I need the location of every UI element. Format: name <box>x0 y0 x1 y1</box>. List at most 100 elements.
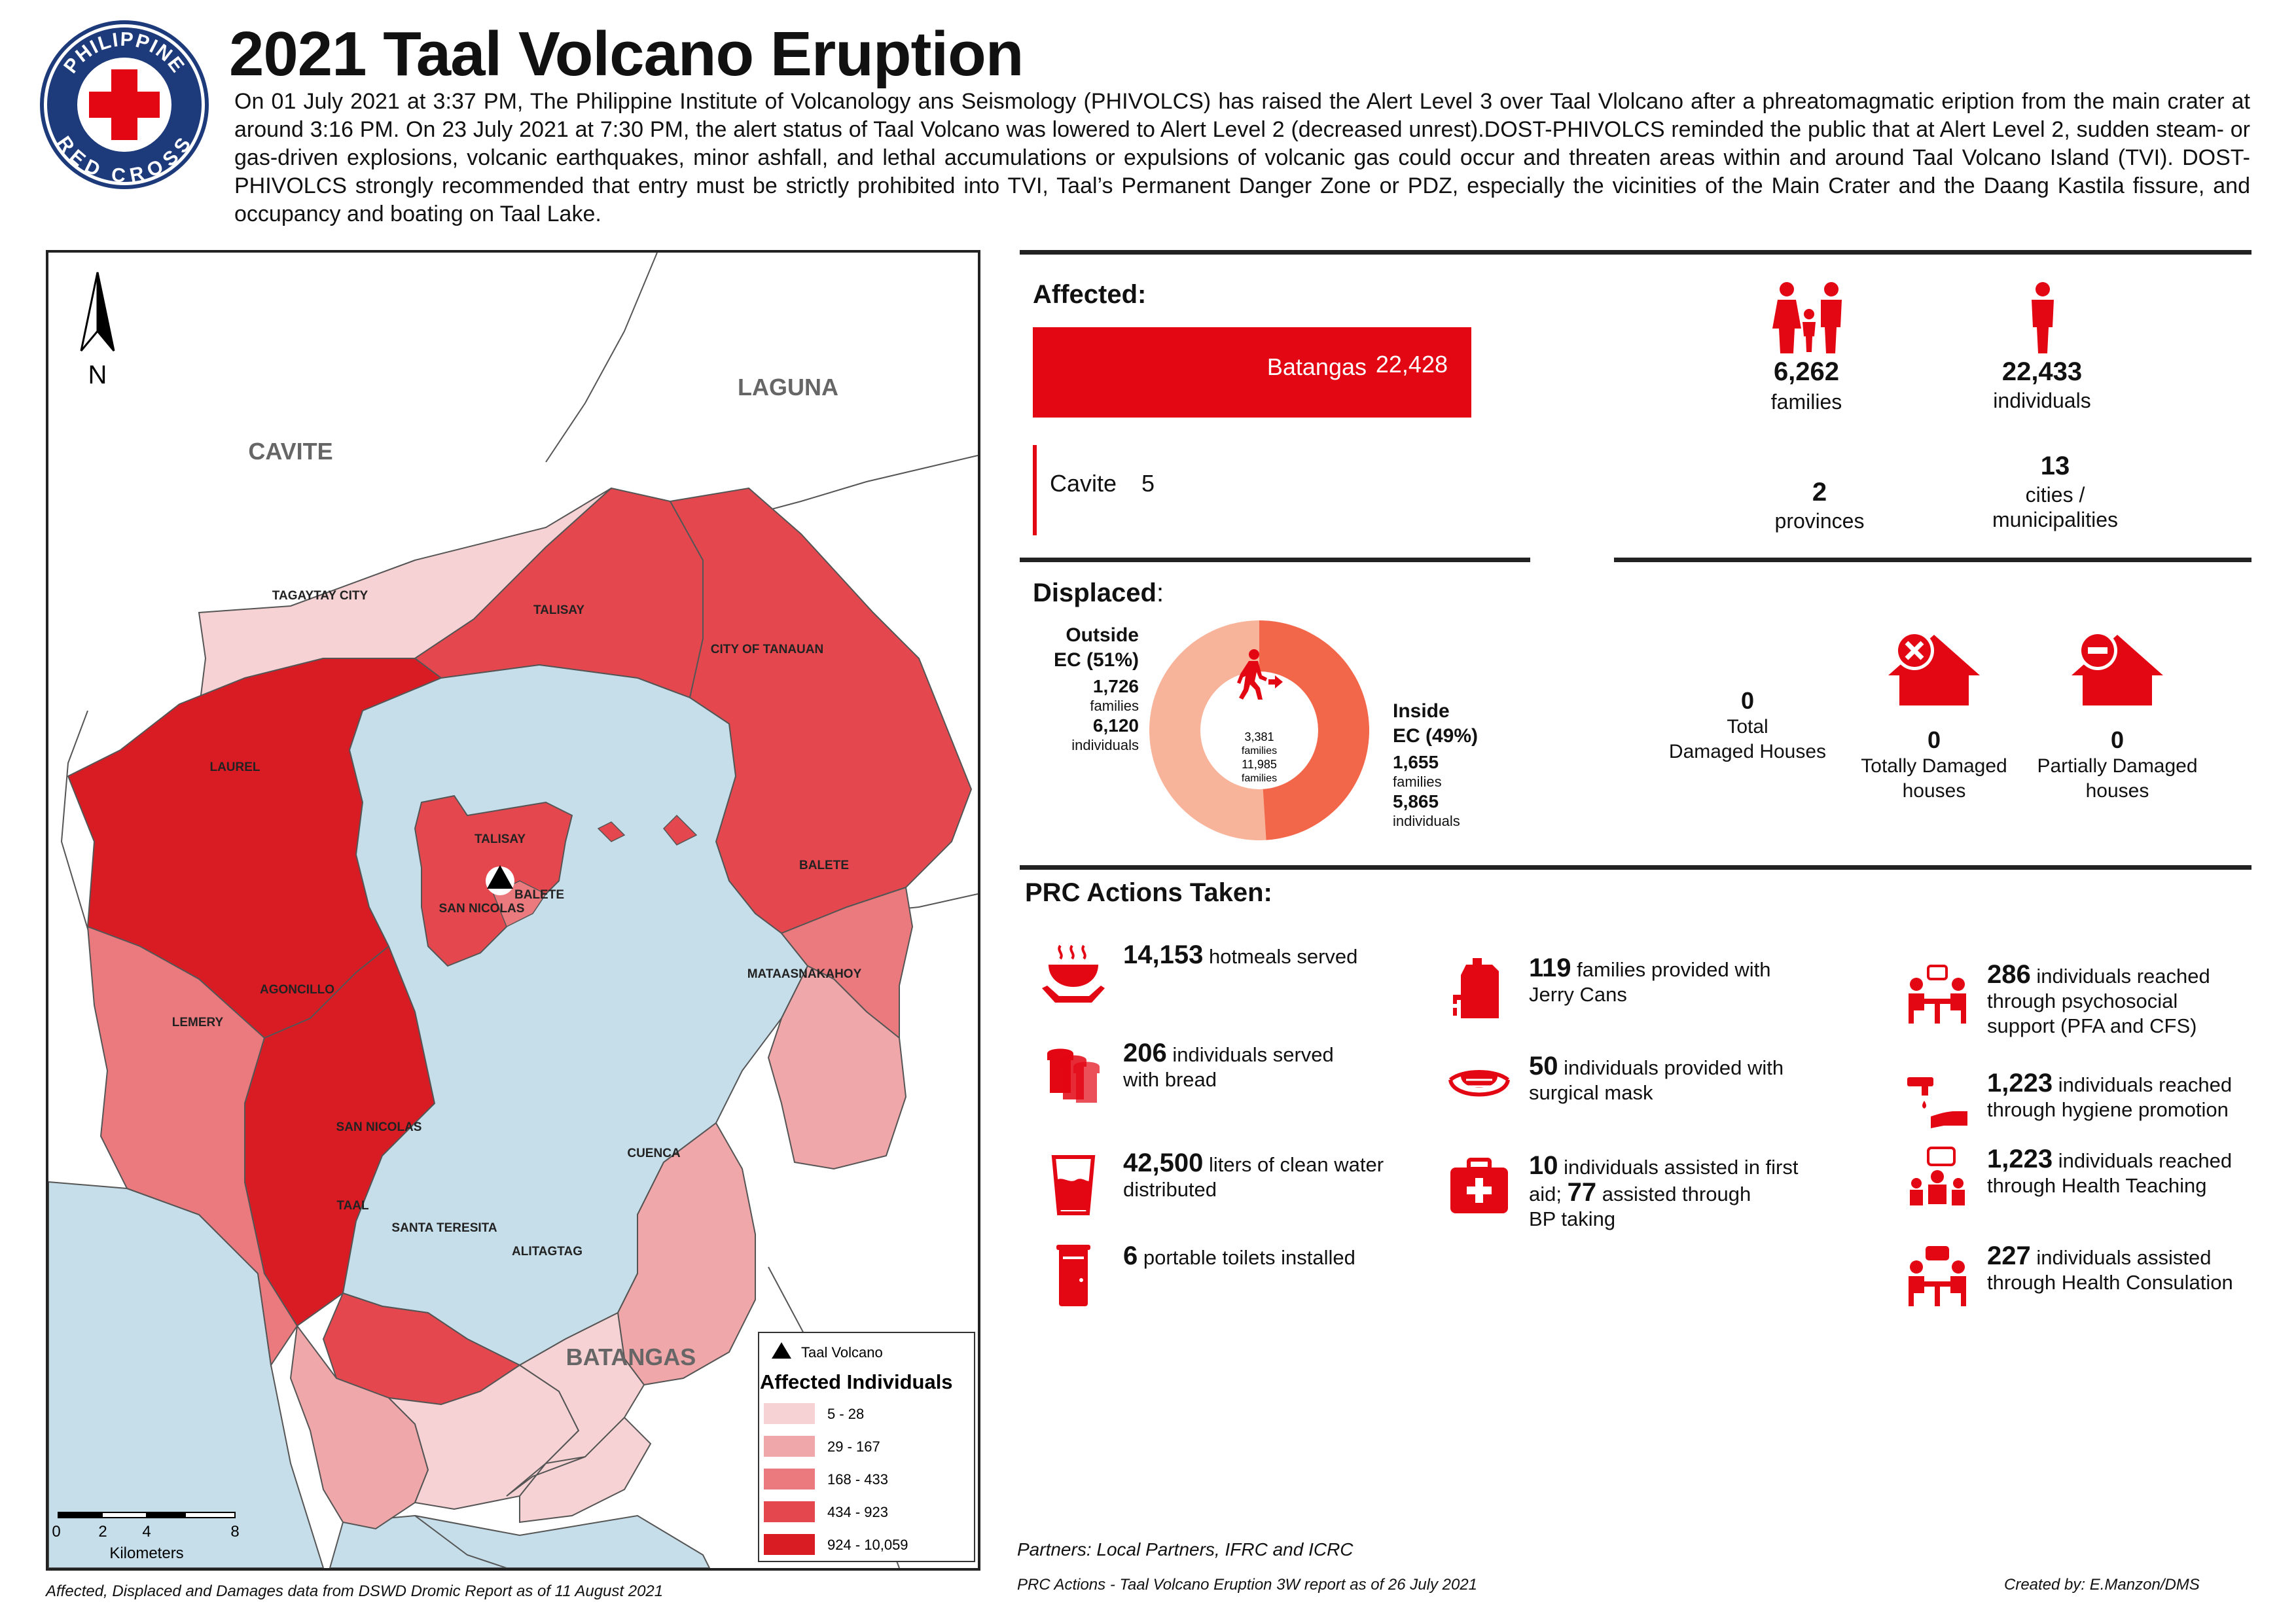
page-title: 2021 Taal Volcano Eruption <box>229 19 1024 89</box>
individuals-value: 22,433 <box>2001 357 2083 386</box>
area-label: AGONCILLO <box>260 983 334 997</box>
person-icon <box>2026 281 2059 357</box>
province-label-laguna: LAGUNA <box>738 374 838 401</box>
area-label: BALETE <box>799 859 849 872</box>
scale-bar: 0 2 4 8 Kilometers <box>52 1512 240 1562</box>
bread-icon <box>1041 1041 1106 1106</box>
area-label: BALETE <box>514 888 564 902</box>
displaced-person-icon <box>1237 649 1283 700</box>
total-damaged: 0 Total Damaged Houses <box>1668 687 1827 762</box>
province-label-cavite: CAVITE <box>248 438 332 465</box>
area-alitagtag <box>506 1311 652 1524</box>
area-lemery <box>86 925 298 1367</box>
svg-text:8: 8 <box>230 1523 239 1541</box>
outside-ec-label: Outside EC (51%) <box>1053 624 1139 671</box>
svg-text:families: families <box>1242 745 1277 757</box>
source-note-left: Affected, Displaced and Damages data fro… <box>46 1582 664 1600</box>
legend-swatch <box>764 1469 815 1489</box>
area-label: CUENCA <box>627 1147 681 1160</box>
affected-bar-batangas: Batangas 22,428 <box>1033 327 1471 418</box>
hygiene-icon <box>1905 1071 1970 1136</box>
action-consultation: 227 individuals assisted through Health C… <box>1905 1243 2233 1309</box>
partially-damaged: 0 Partially Damaged houses <box>2037 726 2198 802</box>
totally-damaged-house-icon <box>1885 628 1983 710</box>
bar-value: 22,428 <box>1375 351 1448 378</box>
provinces-value: 2 <box>1812 478 1827 507</box>
svg-text:3,381: 3,381 <box>1244 730 1274 743</box>
prc-logo: PHILIPPINE RED CROSS <box>39 20 209 190</box>
toilet-icon <box>1041 1243 1106 1309</box>
legend-swatch <box>764 1403 815 1424</box>
bar-value: 5 <box>1141 470 1155 497</box>
action-masks: 50 individuals provided with surgical mas… <box>1446 1053 1784 1119</box>
inside-ec-label: Inside EC (49%) <box>1393 700 1479 747</box>
divider <box>1614 558 2251 562</box>
partially-damaged-house-icon <box>2068 628 2166 710</box>
families-label: families <box>1770 390 1842 414</box>
provinces-label: provinces <box>1774 509 1865 533</box>
area-label: LEMERY <box>172 1016 224 1029</box>
svg-text:N: N <box>88 361 107 389</box>
outside-ec-values: 1,726 families 6,120 individuals <box>1071 676 1139 754</box>
svg-text:11,985: 11,985 <box>1242 758 1277 771</box>
affected-bar-cavite <box>1033 445 1037 535</box>
credit-note: Created by: E.Manzon/DMS <box>2004 1576 2200 1594</box>
legend-label: 29 - 167 <box>827 1438 880 1455</box>
action-psychosocial: 286 individuals reached through psychosoc… <box>1905 961 2210 1039</box>
area-label: SAN NICOLAS <box>439 902 525 916</box>
source-note-right: PRC Actions - Taal Volcano Eruption 3W r… <box>1017 1576 1478 1594</box>
svg-text:4: 4 <box>142 1523 151 1541</box>
svg-text:Affected Individuals: Affected Individuals <box>760 1370 953 1393</box>
first-aid-icon <box>1446 1153 1512 1219</box>
svg-text:families: families <box>1242 773 1277 784</box>
bar-label: Batangas <box>1266 353 1367 380</box>
legend-label: 924 - 10,059 <box>827 1537 908 1553</box>
area-mataasnakahoy <box>767 965 907 1170</box>
inside-ec-values: 1,655 families 5,865 individuals <box>1393 752 1460 830</box>
action-first-aid: 10 individuals assisted in first aid; 77 … <box>1446 1152 1799 1232</box>
choropleth-map: N CAVITE LAGUNA BATANGAS TAGAYTAY CITY T… <box>46 250 980 1571</box>
action-water: 42,500 liters of clean water distributed <box>1041 1150 1384 1216</box>
area-label: SANTA TERESITA <box>391 1221 497 1235</box>
action-hotmeals: 14,153 hotmeals served <box>1041 942 1357 1008</box>
area-label: MATAASNAKAHOY <box>747 967 862 981</box>
area-taal <box>289 1324 429 1530</box>
legend-swatch <box>764 1501 815 1522</box>
affected-heading: Affected: <box>1033 280 1147 309</box>
actions-heading: PRC Actions Taken: <box>1025 878 1272 907</box>
cities-label: municipalities <box>1992 508 2119 531</box>
svg-text:0: 0 <box>52 1523 60 1541</box>
intro-paragraph: On 01 July 2021 at 3:37 PM, The Philippi… <box>234 89 2250 226</box>
family-icon <box>1767 281 1852 357</box>
north-arrow: N <box>80 272 115 389</box>
totally-damaged: 0 Totally Damaged houses <box>1861 726 2007 802</box>
action-health-teaching: 1,223 individuals reached through Health … <box>1905 1146 2232 1212</box>
action-toilets: 6 portable toilets installed <box>1041 1243 1355 1309</box>
legend-label: 168 - 433 <box>827 1471 888 1488</box>
cities-label: cities / <box>2025 483 2085 507</box>
psychosocial-icon <box>1905 962 1970 1027</box>
individuals-label: individuals <box>1993 389 2091 412</box>
legend-label: 434 - 923 <box>827 1504 888 1520</box>
bar-label: Cavite <box>1050 470 1117 497</box>
divider <box>1020 865 2251 870</box>
legend-swatch <box>764 1534 815 1555</box>
area-label: SAN NICOLAS <box>336 1120 422 1134</box>
divider <box>1020 558 1530 562</box>
action-hygiene: 1,223 individuals reached through hygiene… <box>1905 1070 2232 1136</box>
area-label: TALISAY <box>475 832 526 846</box>
area-label: TAGAYTAY CITY <box>272 589 368 603</box>
mask-icon <box>1446 1054 1512 1119</box>
area-label: TALISAY <box>533 603 584 617</box>
water-glass-icon <box>1041 1150 1106 1216</box>
area-label: CITY OF TANAUAN <box>711 643 823 656</box>
divider <box>1020 250 2251 255</box>
area-label: TAAL <box>336 1199 369 1213</box>
health-teaching-icon <box>1905 1147 1970 1212</box>
cities-value: 13 <box>2040 452 2070 480</box>
legend-label: 5 - 28 <box>827 1406 864 1422</box>
area-label: LAUREL <box>209 760 260 774</box>
partners-note: Partners: Local Partners, IFRC and ICRC <box>1017 1539 1354 1560</box>
svg-text:2: 2 <box>98 1523 107 1541</box>
jerry-can-icon <box>1446 955 1512 1021</box>
